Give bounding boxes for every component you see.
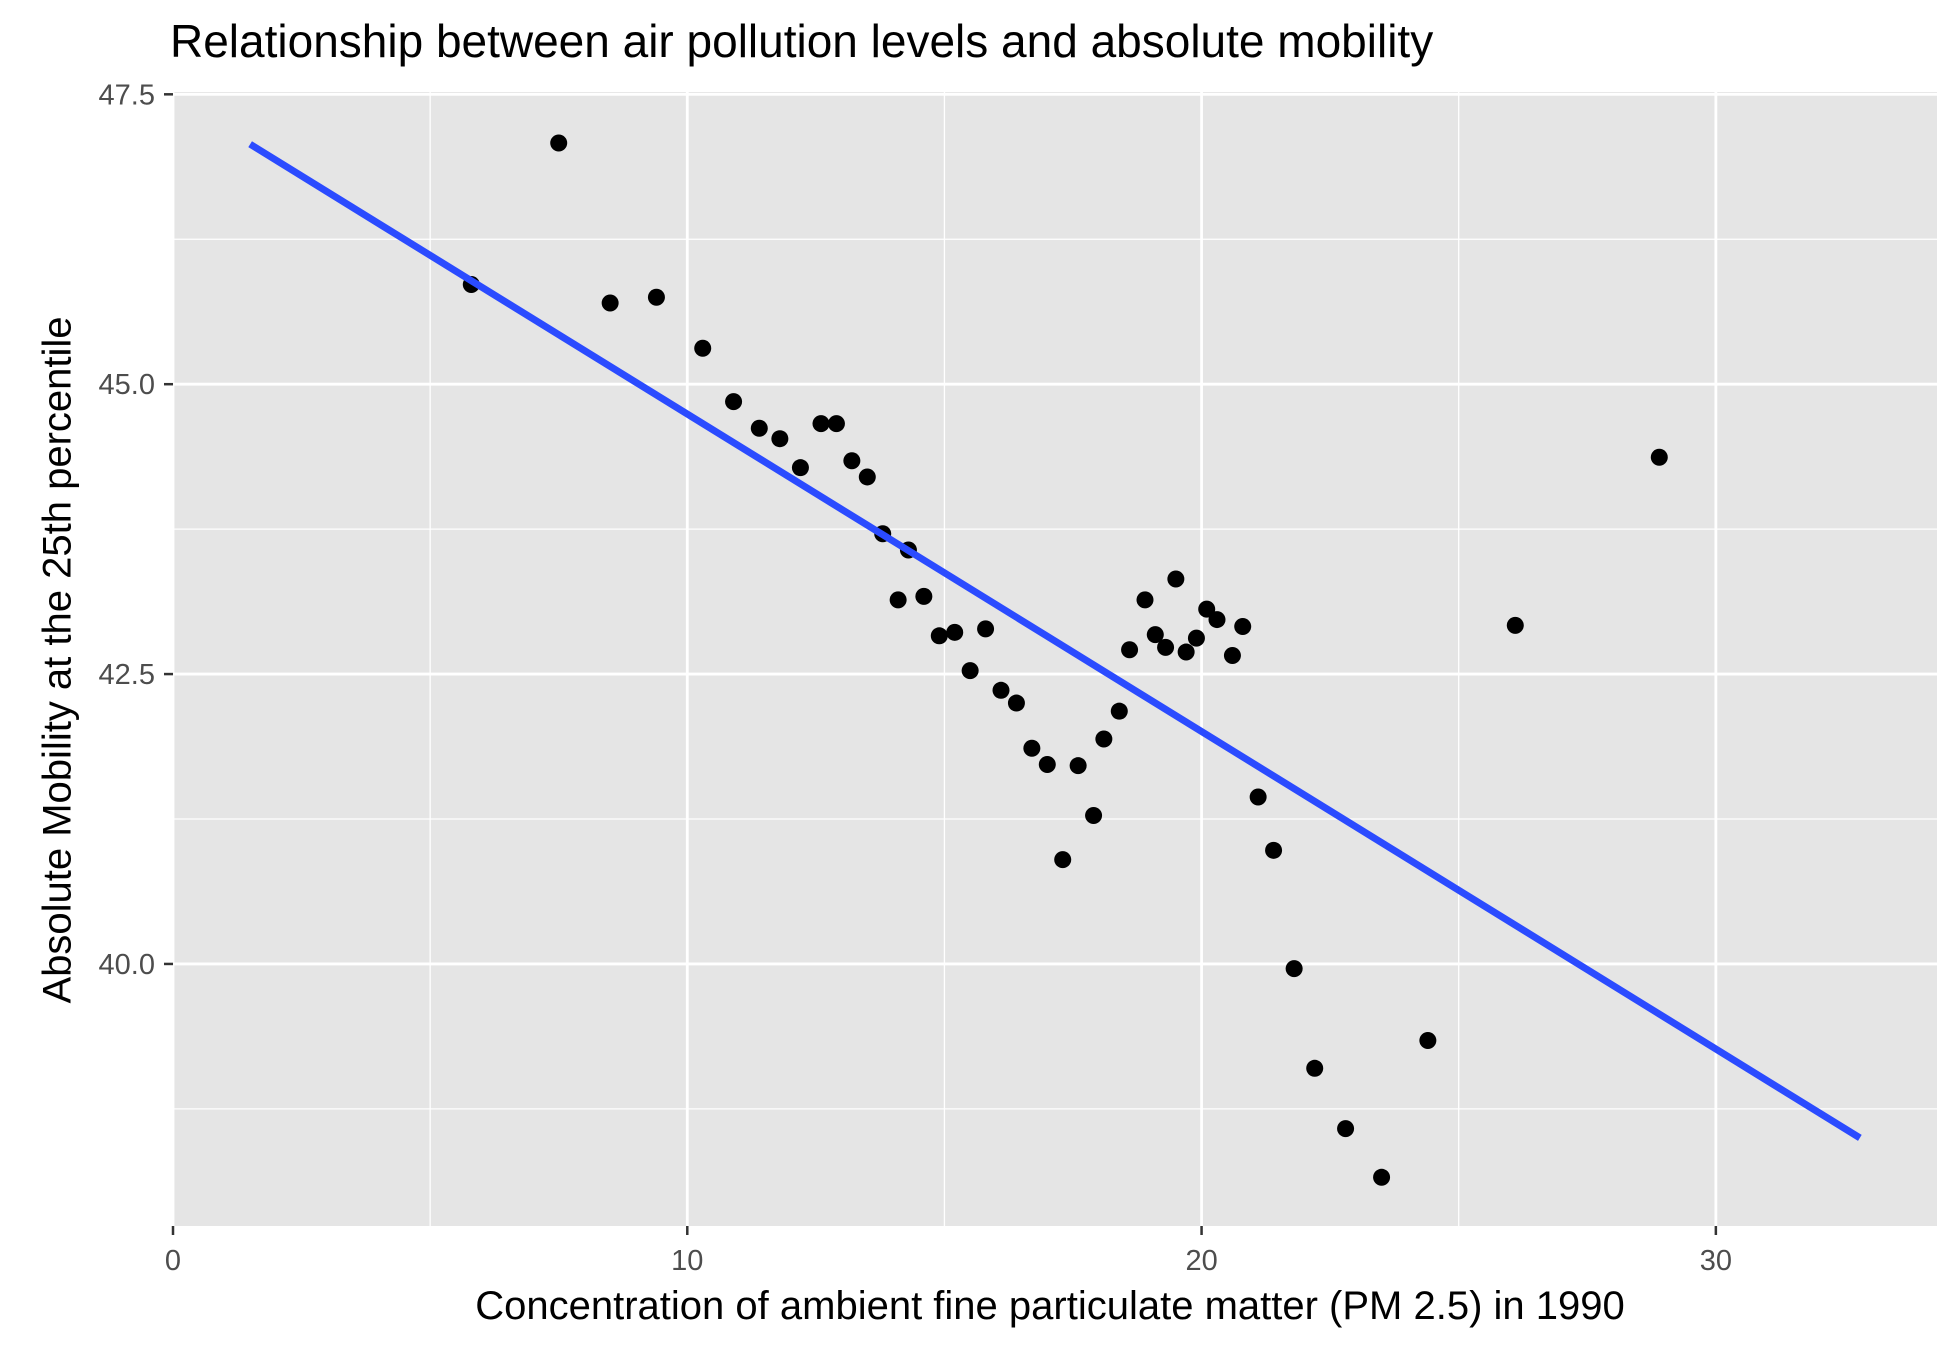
data-point bbox=[750, 419, 768, 437]
data-point bbox=[1023, 739, 1041, 757]
data-point bbox=[1249, 788, 1267, 806]
data-point bbox=[843, 452, 861, 470]
data-point bbox=[961, 662, 979, 680]
y-tick-label: 47.5 bbox=[99, 79, 155, 111]
data-point bbox=[977, 620, 995, 638]
data-point bbox=[1265, 841, 1283, 859]
data-point bbox=[771, 430, 789, 448]
data-point bbox=[1095, 730, 1113, 748]
x-axis-label: Concentration of ambient fine particulat… bbox=[475, 1284, 1625, 1328]
data-point bbox=[1223, 647, 1241, 665]
y-tick-label: 40.0 bbox=[99, 949, 155, 981]
data-point bbox=[1054, 851, 1072, 869]
data-point bbox=[725, 393, 743, 411]
data-point bbox=[1373, 1168, 1391, 1186]
data-point bbox=[930, 627, 948, 645]
data-point bbox=[1038, 756, 1056, 774]
data-point bbox=[992, 681, 1010, 699]
data-point bbox=[1198, 600, 1216, 618]
data-point bbox=[1136, 591, 1154, 609]
x-tick-label: 30 bbox=[1700, 1245, 1732, 1277]
data-point bbox=[1285, 960, 1303, 978]
data-point bbox=[1121, 641, 1139, 659]
data-point bbox=[694, 339, 712, 357]
data-point bbox=[601, 294, 619, 312]
data-point bbox=[1506, 616, 1524, 634]
data-point bbox=[1419, 1031, 1437, 1049]
data-point bbox=[1187, 629, 1205, 647]
data-point bbox=[1167, 570, 1185, 588]
data-point bbox=[1337, 1120, 1355, 1138]
x-tick-label: 10 bbox=[671, 1245, 703, 1277]
data-point bbox=[946, 623, 964, 641]
data-point bbox=[1650, 448, 1668, 466]
data-point bbox=[550, 134, 568, 152]
y-tick-label: 42.5 bbox=[99, 659, 155, 691]
data-point bbox=[1146, 626, 1164, 644]
trend-line bbox=[248, 141, 1862, 1141]
data-point bbox=[1110, 702, 1128, 720]
data-point bbox=[1007, 694, 1025, 712]
y-tick-label: 45.0 bbox=[99, 369, 155, 401]
data-point bbox=[1234, 618, 1252, 636]
data-point bbox=[1085, 807, 1103, 825]
data-point bbox=[1157, 638, 1175, 656]
data-point bbox=[1069, 757, 1087, 775]
data-point bbox=[647, 288, 665, 306]
data-point bbox=[1306, 1059, 1324, 1077]
x-tick-label: 20 bbox=[1185, 1245, 1217, 1277]
data-point bbox=[889, 591, 907, 609]
data-point bbox=[791, 459, 809, 477]
data-point bbox=[827, 415, 845, 433]
chart-title: Relationship between air pollution level… bbox=[170, 15, 1434, 67]
data-point bbox=[858, 468, 876, 486]
x-tick-label: 0 bbox=[165, 1245, 181, 1277]
y-axis-label: Absolute Mobility at the 25th percentile bbox=[35, 316, 80, 1004]
data-point bbox=[1208, 611, 1226, 629]
data-point bbox=[812, 415, 830, 433]
data-point bbox=[1177, 643, 1195, 661]
data-point bbox=[915, 587, 933, 605]
